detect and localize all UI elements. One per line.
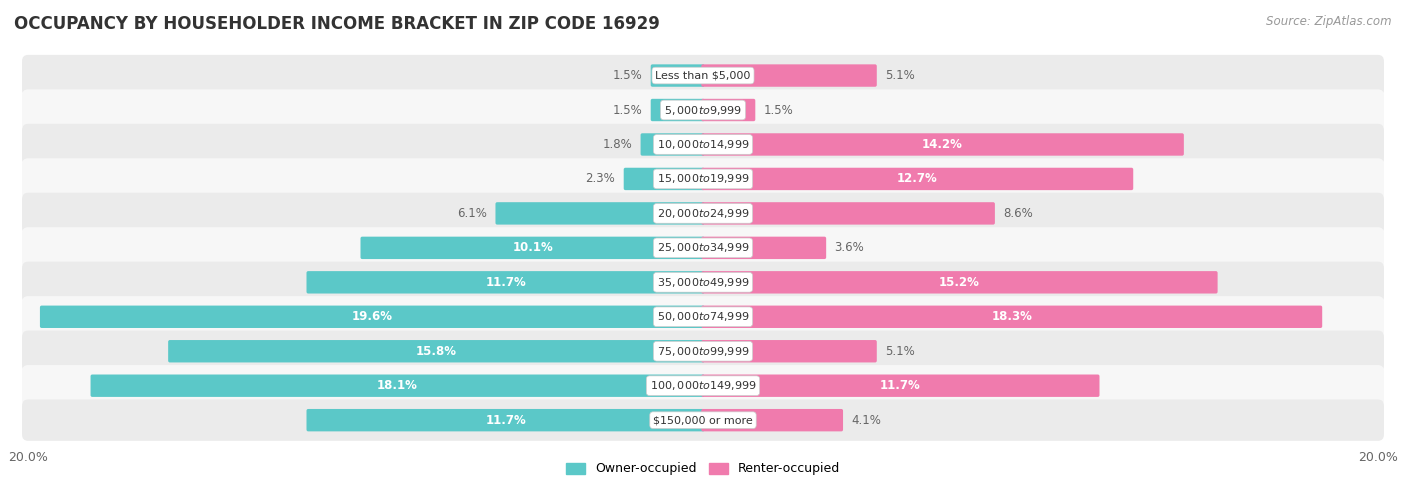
- FancyBboxPatch shape: [22, 365, 1384, 406]
- FancyBboxPatch shape: [169, 340, 704, 363]
- FancyBboxPatch shape: [22, 330, 1384, 372]
- Text: 1.8%: 1.8%: [602, 138, 633, 151]
- FancyBboxPatch shape: [22, 193, 1384, 234]
- Text: 8.6%: 8.6%: [1004, 207, 1033, 220]
- Text: 1.5%: 1.5%: [763, 104, 793, 117]
- FancyBboxPatch shape: [702, 237, 827, 259]
- FancyBboxPatch shape: [22, 261, 1384, 303]
- FancyBboxPatch shape: [702, 340, 877, 363]
- FancyBboxPatch shape: [22, 158, 1384, 200]
- FancyBboxPatch shape: [22, 89, 1384, 131]
- Legend: Owner-occupied, Renter-occupied: Owner-occupied, Renter-occupied: [561, 457, 845, 481]
- Text: 18.3%: 18.3%: [991, 310, 1032, 323]
- Text: 15.8%: 15.8%: [416, 345, 457, 358]
- Text: 11.7%: 11.7%: [880, 379, 921, 392]
- FancyBboxPatch shape: [22, 296, 1384, 337]
- FancyBboxPatch shape: [495, 202, 704, 225]
- Text: 1.5%: 1.5%: [613, 104, 643, 117]
- Text: 4.1%: 4.1%: [852, 414, 882, 427]
- Text: 15.2%: 15.2%: [939, 276, 980, 289]
- Text: 11.7%: 11.7%: [485, 276, 526, 289]
- Text: $10,000 to $14,999: $10,000 to $14,999: [657, 138, 749, 151]
- Text: 2.3%: 2.3%: [585, 173, 616, 186]
- Text: 5.1%: 5.1%: [886, 345, 915, 358]
- FancyBboxPatch shape: [360, 237, 704, 259]
- Text: 12.7%: 12.7%: [897, 173, 938, 186]
- FancyBboxPatch shape: [702, 375, 1099, 397]
- FancyBboxPatch shape: [307, 409, 704, 432]
- FancyBboxPatch shape: [702, 409, 844, 432]
- Text: Less than $5,000: Less than $5,000: [655, 70, 751, 81]
- FancyBboxPatch shape: [641, 133, 704, 156]
- FancyBboxPatch shape: [22, 55, 1384, 96]
- Text: 18.1%: 18.1%: [377, 379, 418, 392]
- FancyBboxPatch shape: [22, 227, 1384, 269]
- Text: 11.7%: 11.7%: [485, 414, 526, 427]
- FancyBboxPatch shape: [307, 271, 704, 294]
- FancyBboxPatch shape: [702, 202, 995, 225]
- Text: $20,000 to $24,999: $20,000 to $24,999: [657, 207, 749, 220]
- Text: OCCUPANCY BY HOUSEHOLDER INCOME BRACKET IN ZIP CODE 16929: OCCUPANCY BY HOUSEHOLDER INCOME BRACKET …: [14, 15, 659, 33]
- FancyBboxPatch shape: [22, 124, 1384, 165]
- Text: $35,000 to $49,999: $35,000 to $49,999: [657, 276, 749, 289]
- Text: $15,000 to $19,999: $15,000 to $19,999: [657, 173, 749, 186]
- FancyBboxPatch shape: [651, 99, 704, 121]
- FancyBboxPatch shape: [702, 271, 1218, 294]
- FancyBboxPatch shape: [90, 375, 704, 397]
- FancyBboxPatch shape: [702, 168, 1133, 190]
- FancyBboxPatch shape: [22, 399, 1384, 441]
- Text: 1.5%: 1.5%: [613, 69, 643, 82]
- FancyBboxPatch shape: [702, 99, 755, 121]
- FancyBboxPatch shape: [624, 168, 704, 190]
- FancyBboxPatch shape: [702, 133, 1184, 156]
- Text: 19.6%: 19.6%: [352, 310, 392, 323]
- FancyBboxPatch shape: [702, 64, 877, 87]
- Text: $25,000 to $34,999: $25,000 to $34,999: [657, 242, 749, 254]
- Text: 5.1%: 5.1%: [886, 69, 915, 82]
- Text: $75,000 to $99,999: $75,000 to $99,999: [657, 345, 749, 358]
- FancyBboxPatch shape: [702, 306, 1322, 328]
- FancyBboxPatch shape: [651, 64, 704, 87]
- Text: $150,000 or more: $150,000 or more: [654, 415, 752, 425]
- Text: 6.1%: 6.1%: [457, 207, 486, 220]
- Text: $100,000 to $149,999: $100,000 to $149,999: [650, 379, 756, 392]
- Text: 10.1%: 10.1%: [512, 242, 553, 254]
- Text: Source: ZipAtlas.com: Source: ZipAtlas.com: [1267, 15, 1392, 28]
- Text: 14.2%: 14.2%: [922, 138, 963, 151]
- Text: $50,000 to $74,999: $50,000 to $74,999: [657, 310, 749, 323]
- Text: $5,000 to $9,999: $5,000 to $9,999: [664, 104, 742, 117]
- FancyBboxPatch shape: [39, 306, 704, 328]
- Text: 3.6%: 3.6%: [835, 242, 865, 254]
